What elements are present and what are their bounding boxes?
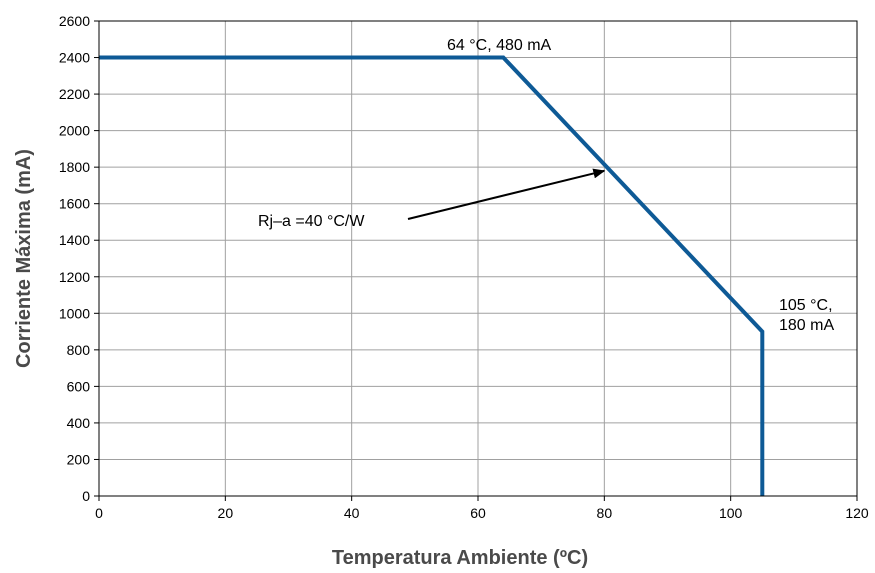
x-tick-label: 40 — [344, 505, 360, 521]
series-layer — [99, 55, 765, 496]
annotation-rja: Rj–a =40 °C/W — [258, 213, 365, 230]
current-derating-line — [99, 55, 765, 496]
y-tick-label: 1600 — [59, 196, 90, 212]
y-tick-label: 2600 — [59, 13, 90, 29]
annotation-end: 105 °C, 180 mA — [779, 297, 834, 334]
grid — [99, 21, 857, 496]
y-tick-label: 1000 — [59, 305, 90, 321]
annotation-knee: 64 °C, 480 mA — [447, 37, 552, 54]
y-tick-label: 0 — [82, 488, 90, 504]
axes — [94, 20, 858, 501]
y-tick-label: 400 — [67, 415, 91, 431]
y-tick-label: 1200 — [59, 269, 90, 285]
x-tick-label: 120 — [845, 505, 869, 521]
x-tick-label: 100 — [719, 505, 743, 521]
y-tick-label: 2200 — [59, 86, 90, 102]
x-tick-label: 80 — [597, 505, 613, 521]
annotations: 64 °C, 480 mA 105 °C, 180 mA Rj–a =40 °C/W — [258, 37, 834, 334]
y-axis-label: Corriente Máxima (mA) — [13, 149, 35, 368]
y-tick-label: 200 — [67, 451, 91, 467]
y-tick-label: 600 — [67, 378, 91, 394]
y-tick-label: 1400 — [59, 232, 90, 248]
x-axis-label: Temperatura Ambiente (ºC) — [332, 547, 588, 569]
plot-frame — [98, 20, 858, 497]
y-tick-label: 1800 — [59, 159, 90, 175]
y-tick-label: 2000 — [59, 123, 90, 139]
y-tick-label: 2400 — [59, 50, 90, 66]
y-tick-label: 800 — [67, 342, 91, 358]
x-tick-label: 20 — [218, 505, 234, 521]
tick-labels: 0200400600800100012001400160018002000220… — [59, 13, 869, 521]
x-tick-label: 0 — [95, 505, 103, 521]
annotation-arrow — [407, 168, 606, 220]
x-tick-label: 60 — [470, 505, 486, 521]
